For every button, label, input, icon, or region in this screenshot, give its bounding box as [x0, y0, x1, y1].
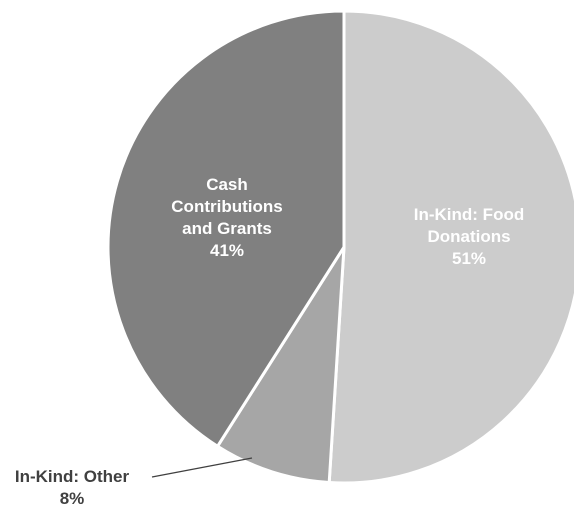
slice-percent-label-2: 41% — [210, 241, 244, 260]
leader-line — [151, 457, 253, 478]
slice-label-1: In-Kind: Other — [15, 467, 130, 486]
slice-label-2: and Grants — [182, 219, 272, 238]
pie-slice-0 — [327, 9, 574, 485]
slice-label-0: Donations — [427, 227, 510, 246]
pie-slice-1 — [215, 246, 346, 485]
slice-label-2: Contributions — [171, 197, 282, 216]
slice-percent-label-0: 51% — [452, 249, 486, 268]
pie-slice-2 — [106, 9, 346, 449]
slice-label-2: Cash — [206, 175, 248, 194]
slice-label-0: In-Kind: Food — [414, 205, 524, 224]
slice-percent-label-1: 8% — [60, 489, 85, 508]
